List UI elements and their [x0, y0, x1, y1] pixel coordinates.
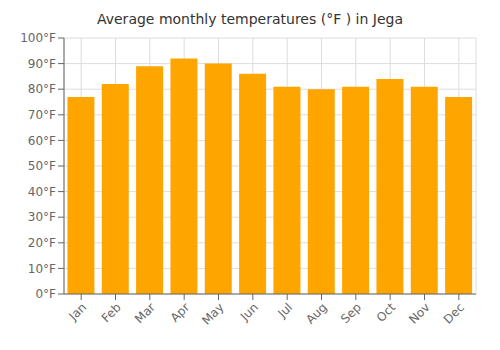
- svg-text:0°F: 0°F: [35, 287, 56, 301]
- svg-text:10°F: 10°F: [28, 262, 56, 276]
- svg-text:Mar: Mar: [132, 300, 158, 326]
- svg-text:80°F: 80°F: [28, 82, 56, 96]
- svg-text:Nov: Nov: [406, 300, 432, 326]
- svg-text:Oct: Oct: [374, 300, 399, 325]
- svg-text:May: May: [199, 300, 226, 327]
- svg-text:Jul: Jul: [274, 300, 295, 321]
- svg-text:90°F: 90°F: [28, 57, 56, 71]
- svg-text:Jun: Jun: [237, 300, 261, 324]
- svg-text:30°F: 30°F: [28, 210, 56, 224]
- svg-text:Feb: Feb: [99, 300, 124, 325]
- svg-text:50°F: 50°F: [28, 159, 56, 173]
- svg-text:20°F: 20°F: [28, 236, 56, 250]
- svg-text:Dec: Dec: [441, 300, 467, 326]
- svg-text:40°F: 40°F: [28, 185, 56, 199]
- svg-text:60°F: 60°F: [28, 134, 56, 148]
- svg-text:70°F: 70°F: [28, 108, 56, 122]
- svg-text:Apr: Apr: [168, 300, 193, 325]
- html-text:Average monthly temperatures (: Average monthly temperatures (°F ) in Je…: [97, 11, 403, 27]
- svg-text:Aug: Aug: [303, 300, 329, 326]
- svg-text:Jan: Jan: [66, 300, 90, 324]
- svg-text:100°F: 100°F: [20, 31, 56, 45]
- svg-text:Sep: Sep: [338, 300, 364, 326]
